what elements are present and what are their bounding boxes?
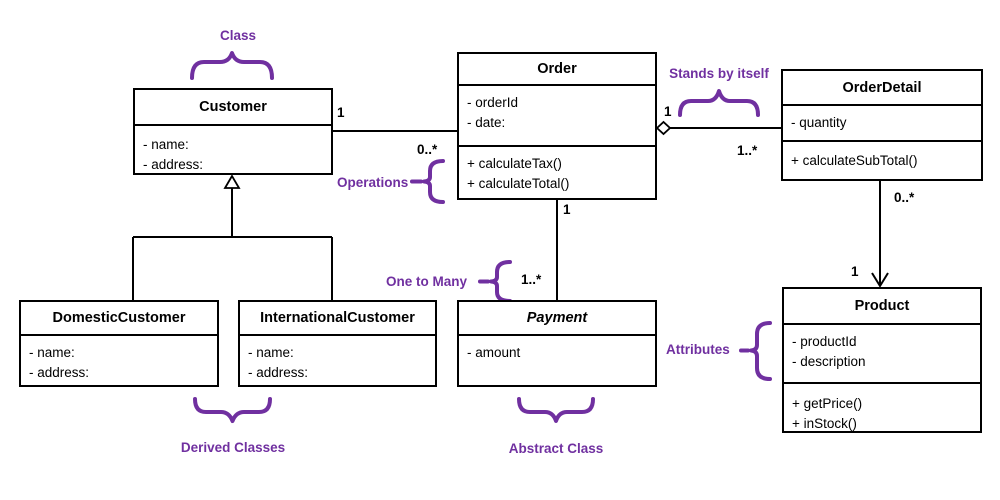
class-domesticcustomer-name: DomesticCustomer [52, 310, 186, 326]
class-customer-attributes: - name: - address: [135, 124, 331, 173]
operation: + getPrice() [792, 396, 863, 411]
annotation-attributes: Attributes [666, 342, 730, 357]
multiplicity-order-payment-one: 1 [563, 202, 571, 217]
class-product-attributes: - productId - description [784, 323, 980, 382]
derived-classes-brace-icon [193, 397, 272, 423]
class-orderdetail: OrderDetail - quantity + calculateSubTot… [781, 69, 983, 181]
attribute: - address: [29, 364, 90, 380]
class-product: Product - productId - description + getP… [782, 287, 982, 433]
class-order-attributes: - orderId - date: [459, 84, 655, 145]
multiplicity-order-end: 0..* [417, 142, 438, 157]
class-customer-name: Customer [199, 99, 267, 115]
multiplicity-customer-end: 1 [337, 105, 345, 120]
attribute: - name: [29, 345, 75, 360]
multiplicity-orderdetail-product-one: 1 [851, 264, 859, 279]
class-product-name: Product [854, 298, 910, 314]
class-domesticcustomer-attributes: - name: - address: [21, 334, 217, 385]
annotation-one-to-many: One to Many [386, 274, 468, 289]
annotation-stands-by-itself: Stands by itself [669, 66, 769, 81]
annotation-operations: Operations [337, 175, 409, 190]
one-to-many-brace-icon [489, 260, 512, 303]
class-payment-name: Payment [526, 310, 588, 326]
attribute: - address: [143, 156, 204, 172]
class-orderdetail-operations: + calculateSubTotal() [783, 140, 981, 179]
multiplicity-orderdetail-product-many: 0..* [894, 190, 915, 205]
multiplicity-order-payment-many: 1..* [521, 272, 542, 287]
annotation-class: Class [219, 28, 257, 43]
operations-brace-icon [422, 159, 445, 204]
operation: + inStock() [792, 415, 857, 431]
multiplicity-aggregation-whole: 1 [664, 104, 672, 119]
class-order-operations: + calculateTax() + calculateTotal() [459, 145, 655, 198]
attribute: - orderId [467, 95, 519, 110]
aggregation-diamond-icon [655, 120, 672, 136]
operation: + calculateTotal() [467, 175, 570, 191]
class-order: Order - orderId - date: + calculateTax()… [457, 52, 657, 200]
open-arrowhead-icon [871, 272, 889, 288]
annotation-abstract-class: Abstract Class [508, 441, 604, 456]
attribute: - amount [467, 345, 521, 360]
class-brace-icon [190, 51, 274, 80]
class-customer: Customer - name: - address: [133, 88, 333, 175]
annotation-derived-classes: Derived Classes [180, 440, 286, 455]
class-internationalcustomer-attributes: - name: - address: [240, 334, 435, 385]
class-order-name: Order [537, 61, 577, 77]
attribute: - productId [792, 334, 857, 349]
attribute: - quantity [791, 115, 847, 130]
class-orderdetail-name: OrderDetail [842, 79, 922, 96]
attribute: - description [792, 353, 866, 369]
attribute: - date: [467, 114, 506, 130]
class-internationalcustomer: InternationalCustomer - name: - address: [238, 300, 437, 387]
multiplicity-aggregation-part: 1..* [737, 143, 758, 158]
attributes-brace-icon [749, 321, 772, 381]
attribute: - name: [248, 345, 294, 360]
generalization-triangle-icon [223, 174, 241, 189]
stands-by-itself-brace-icon [678, 89, 760, 117]
class-internationalcustomer-name: InternationalCustomer [260, 310, 415, 326]
class-payment: Payment - amount [457, 300, 657, 387]
attribute: - address: [248, 364, 309, 380]
abstract-class-brace-icon [517, 397, 595, 423]
class-payment-attributes: - amount [459, 334, 655, 385]
class-domesticcustomer: DomesticCustomer - name: - address: [19, 300, 219, 387]
operation: + calculateSubTotal() [791, 153, 918, 168]
class-orderdetail-attributes: - quantity [783, 104, 981, 140]
class-product-operations: + getPrice() + inStock() [784, 382, 980, 431]
attribute: - name: [143, 137, 189, 152]
operation: + calculateTax() [467, 156, 562, 171]
